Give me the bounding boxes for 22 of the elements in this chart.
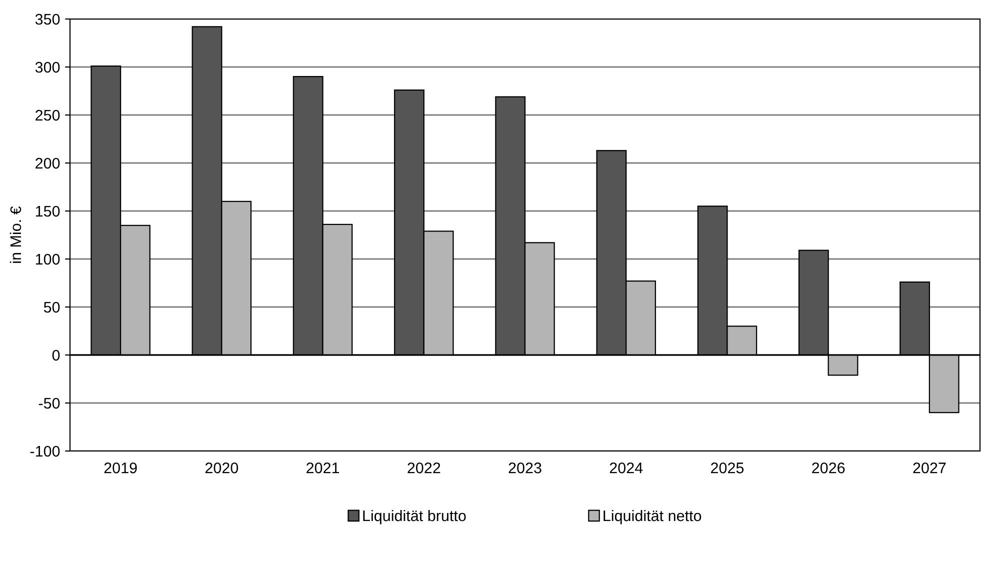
x-tick-label: 2025: [711, 462, 744, 474]
y-tick-label: 100: [36, 254, 60, 265]
x-tick-label: 2020: [205, 462, 238, 474]
y-tick-label: 300: [35, 62, 60, 73]
y-tick-label: 0: [52, 350, 60, 361]
y-tick-label: 50: [44, 302, 60, 313]
x-tick-label: 2021: [306, 462, 340, 474]
x-tick-label: 2026: [812, 462, 845, 474]
y-tick-label: 200: [36, 158, 60, 169]
legend-label: Liquidität netto: [604, 510, 702, 524]
x-tick-label: 2019: [104, 462, 137, 474]
legend-label: Liquidität brutto: [363, 510, 466, 524]
x-tick-label: 2022: [408, 462, 440, 474]
y-tick-label: 250: [36, 110, 60, 121]
y-tick-label: -100: [30, 446, 60, 457]
y-axis-title: in Mio. €: [10, 206, 22, 263]
x-tick-label: 2024: [610, 462, 643, 474]
y-tick-label: 150: [36, 206, 60, 217]
x-tick-label: 2023: [508, 462, 542, 474]
y-tick-label: -50: [38, 398, 60, 409]
x-tick-label: 2027: [913, 462, 946, 474]
y-tick-label: 350: [35, 14, 60, 25]
